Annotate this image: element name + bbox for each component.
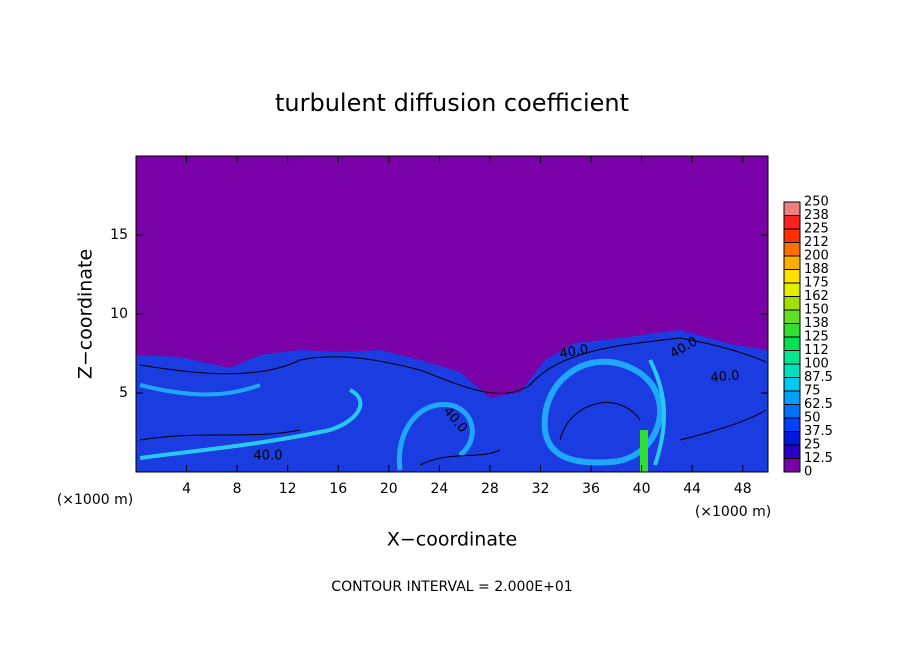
colorbar-label: 37.5: [804, 424, 833, 439]
chart-title: turbulent diffusion coefficient: [275, 89, 629, 117]
colorbar-label: 138: [804, 316, 829, 331]
colorbar-label: 150: [804, 303, 829, 318]
x-tick-label: 36: [582, 481, 600, 497]
colorbar-label: 225: [804, 222, 829, 237]
colorbar-swatch: [784, 458, 800, 472]
contour-line: [139, 337, 767, 394]
x-tick-label: 12: [279, 481, 297, 497]
colorbar-swatch: [784, 310, 800, 324]
colorbar-label: 62.5: [804, 397, 833, 412]
x-tick-label: 48: [734, 481, 752, 497]
colorbar-swatch: [784, 296, 800, 310]
x-tick-label: 28: [481, 481, 499, 497]
eddy: [648, 359, 666, 466]
colorbar-swatch: [784, 215, 800, 229]
contour-label: 40.0: [558, 342, 589, 362]
x-tick-label: 4: [182, 481, 191, 497]
annotation: CONTOUR INTERVAL = 2.000E+01: [331, 579, 572, 595]
colorbar-swatch: [784, 445, 800, 459]
colorbar-label: 0: [804, 465, 812, 480]
colorbar-swatch: [784, 350, 800, 364]
colorbar-label: 200: [804, 249, 829, 264]
contour-line: [139, 402, 767, 466]
colorbar-swatch: [784, 256, 800, 270]
x-tick-label: 40: [633, 481, 651, 497]
colorbar-swatch: [784, 229, 800, 243]
colorbar-label: 100: [804, 357, 829, 372]
colorbar-label: 188: [804, 262, 829, 277]
x-unit-label: (×1000 m): [695, 504, 771, 520]
eddy: [139, 383, 261, 397]
x-tick-label: 16: [329, 481, 347, 497]
colorbar-label: 12.5: [804, 451, 833, 466]
x-tick-label: 32: [532, 481, 550, 497]
colorbar-label: 125: [804, 330, 829, 345]
colorbar-label: 175: [804, 276, 829, 291]
x-tick-label: 20: [380, 481, 398, 497]
colorbar-label: 212: [804, 235, 829, 250]
x-unit-label: (×1000 m): [57, 492, 133, 508]
colorbar-swatch: [784, 404, 800, 418]
colorbar-swatch: [784, 242, 800, 256]
hot-spot: [640, 430, 648, 472]
eddy: [396, 401, 475, 471]
y-tick-label: 15: [110, 227, 128, 243]
colorbar-swatch: [784, 418, 800, 432]
colorbar-label: 50: [804, 411, 821, 426]
contour-label: 40.0: [710, 368, 740, 385]
colorbar-swatch: [784, 377, 800, 391]
colorbar-swatch: [784, 323, 800, 337]
colorbar-swatch: [784, 431, 800, 445]
colorbar-swatch: [784, 283, 800, 297]
x-axis-label: X−coordinate: [387, 529, 517, 551]
colorbar-swatch: [784, 269, 800, 283]
colorbar-label: 162: [804, 289, 829, 304]
y-tick-label: 10: [110, 306, 128, 322]
contour-label: 40.0: [254, 449, 283, 464]
colorbar-label: 238: [804, 208, 829, 223]
colorbar-label: 250: [804, 195, 829, 210]
x-tick-label: 44: [683, 481, 701, 497]
y-axis-label: Z−coordinate: [75, 249, 97, 379]
colorbar-label: 112: [804, 343, 829, 358]
eddy: [139, 388, 363, 460]
colorbar-label: 75: [804, 384, 821, 399]
eddy: [541, 358, 663, 466]
x-tick-label: 8: [233, 481, 242, 497]
x-tick-label: 24: [430, 481, 448, 497]
colorbar-swatch: [784, 364, 800, 378]
colorbar-label: 25: [804, 438, 821, 453]
colorbar-label: 87.5: [804, 370, 833, 385]
colorbar-swatch: [784, 391, 800, 405]
field: [136, 156, 768, 472]
y-tick-label: 5: [119, 385, 128, 401]
colorbar-swatch: [784, 202, 800, 216]
colorbar-swatch: [784, 337, 800, 351]
